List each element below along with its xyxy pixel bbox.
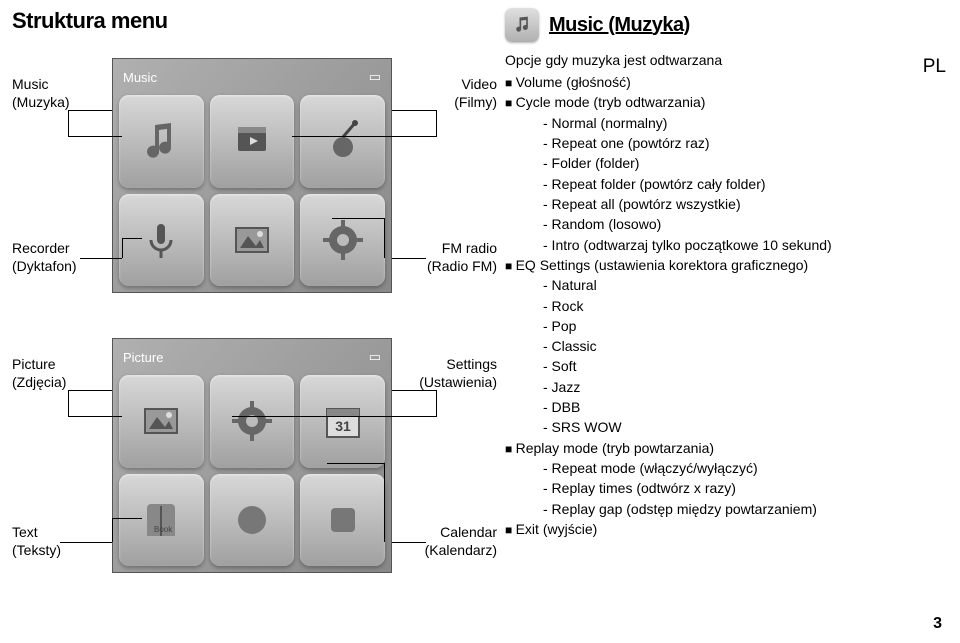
language-tag: PL xyxy=(923,56,946,78)
screenshot-header-2: Picture ▭ xyxy=(119,345,385,369)
connector xyxy=(292,136,437,137)
label-recorder: Recorder (Dyktafon) xyxy=(12,240,77,275)
option-level2: - DBB xyxy=(505,397,917,417)
connector xyxy=(68,136,122,137)
option-level1: Exit (wyjście) xyxy=(505,519,917,539)
option-level2: - Intro (odtwarzaj tylko początkowe 10 s… xyxy=(505,235,917,255)
option-level2: - SRS WOW xyxy=(505,417,917,437)
connector xyxy=(392,258,426,259)
text-app-icon: Book xyxy=(119,474,204,567)
picture-app-icon xyxy=(210,194,295,287)
connector xyxy=(122,238,142,239)
device-screenshot-bottom: Picture ▭ 31 Book xyxy=(112,338,392,573)
connector xyxy=(436,110,437,136)
option-level2: - Jazz xyxy=(505,377,917,397)
option-level2: - Natural xyxy=(505,275,917,295)
page-number: 3 xyxy=(933,615,942,633)
option-level2: - Replay times (odtwórz x razy) xyxy=(505,478,917,498)
screenshot-header-label: Music xyxy=(123,70,157,85)
connector xyxy=(392,390,436,391)
option-level1: Cycle mode (tryb odtwarzania) xyxy=(505,92,917,112)
connector xyxy=(332,218,384,219)
options-intro: Opcje gdy muzyka jest odtwarzana xyxy=(505,52,917,68)
music-section-icon xyxy=(505,8,539,42)
connector xyxy=(68,390,69,416)
label-music: Music (Muzyka) xyxy=(12,76,70,111)
page-title: Struktura menu xyxy=(12,8,497,34)
svg-text:31: 31 xyxy=(335,418,351,434)
battery-icon-2: ▭ xyxy=(369,349,381,365)
option-level1: Volume (głośność) xyxy=(505,72,917,92)
screenshot-header-label-2: Picture xyxy=(123,350,163,365)
video-app-icon xyxy=(210,95,295,188)
option-level2: - Replay gap (odstęp między powtarzaniem… xyxy=(505,499,917,519)
music-section-title: Music (Muzyka) xyxy=(549,14,690,37)
label-text: Text (Teksty) xyxy=(12,524,61,559)
screenshot-header: Music ▭ xyxy=(119,65,385,89)
connector xyxy=(80,258,122,259)
label-video: Video (Filmy) xyxy=(454,76,497,111)
option-level2: - Rock xyxy=(505,296,917,316)
connector xyxy=(327,463,384,464)
svg-text:Book: Book xyxy=(154,525,173,534)
settings-app-icon xyxy=(300,194,385,287)
music-app-icon xyxy=(119,95,204,188)
options-list: Volume (głośność)Cycle mode (tryb odtwar… xyxy=(505,72,917,539)
connector xyxy=(122,238,123,258)
option-level1: Replay mode (tryb powtarzania) xyxy=(505,438,917,458)
settings-app-icon-2 xyxy=(210,375,295,468)
option-level2: - Normal (normalny) xyxy=(505,113,917,133)
connector xyxy=(68,110,69,136)
recorder-app-icon xyxy=(119,194,204,287)
connector xyxy=(392,542,426,543)
option-level2: - Repeat mode (włączyć/wyłączyć) xyxy=(505,458,917,478)
option-level2: - Classic xyxy=(505,336,917,356)
extra-icon-2 xyxy=(300,474,385,567)
connector xyxy=(68,110,112,111)
label-calendar: Calendar (Kalendarz) xyxy=(425,524,497,559)
connector xyxy=(112,518,142,519)
label-picture: Picture (Zdjęcia) xyxy=(12,356,66,391)
option-level2: - Pop xyxy=(505,316,917,336)
calendar-app-icon: 31 xyxy=(300,375,385,468)
menu-diagram: Music ▭ xyxy=(12,48,497,598)
option-level2: - Repeat folder (powtórz cały folder) xyxy=(505,174,917,194)
connector xyxy=(384,218,385,258)
option-level2: - Random (losowo) xyxy=(505,214,917,234)
option-level2: - Soft xyxy=(505,356,917,376)
battery-icon: ▭ xyxy=(369,69,381,85)
connector xyxy=(68,416,122,417)
connector xyxy=(436,390,437,416)
option-level2: - Folder (folder) xyxy=(505,153,917,173)
connector xyxy=(232,416,437,417)
connector xyxy=(68,390,112,391)
option-level1: EQ Settings (ustawienia korektora grafic… xyxy=(505,255,917,275)
fm-app-icon xyxy=(300,95,385,188)
connector xyxy=(392,110,436,111)
option-level2: - Repeat one (powtórz raz) xyxy=(505,133,917,153)
label-fm: FM radio (Radio FM) xyxy=(427,240,497,275)
picture-app-icon-2 xyxy=(119,375,204,468)
connector xyxy=(112,518,113,542)
device-screenshot-top: Music ▭ xyxy=(112,58,392,293)
extra-icon-1 xyxy=(210,474,295,567)
connector xyxy=(60,542,112,543)
label-settings: Settings (Ustawienia) xyxy=(419,356,497,391)
option-level2: - Repeat all (powtórz wszystkie) xyxy=(505,194,917,214)
connector xyxy=(384,463,385,542)
